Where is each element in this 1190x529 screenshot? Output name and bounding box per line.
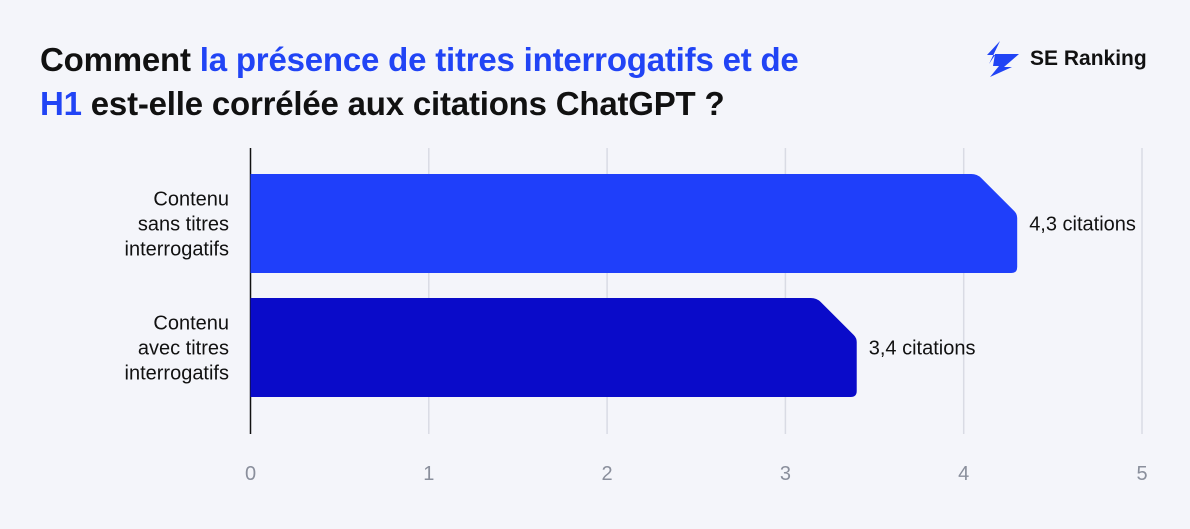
- category-label-line: Contenu: [153, 313, 229, 335]
- category-label-line: Contenu: [153, 189, 229, 211]
- title-part-4: est-elle corrélée aux citations ChatGPT …: [81, 85, 725, 122]
- brand-logo: SE Ranking: [986, 40, 1147, 78]
- category-label-line: avec titres: [138, 338, 229, 360]
- title-part-2: la présence de titres interrogatifs et d…: [199, 41, 799, 78]
- category-label-line: interrogatifs: [125, 363, 230, 385]
- se-ranking-bolt-icon: [987, 41, 1019, 77]
- category-label-line: sans titres: [138, 214, 229, 236]
- bar-value-label: 4,3 citations: [1029, 214, 1136, 236]
- chart-title: Comment la présence de titres interrogat…: [40, 38, 940, 126]
- bar: [250, 174, 1018, 273]
- bar: [250, 298, 857, 397]
- x-tick-label: 2: [602, 463, 613, 485]
- x-tick-label: 5: [1136, 463, 1147, 485]
- x-tick-labels: 0 1 2 3 4 5: [245, 463, 1148, 485]
- brand-name: SE Ranking: [1030, 47, 1147, 70]
- category-label: Contenu avec titres interrogatifs: [125, 313, 230, 385]
- category-label-line: interrogatifs: [125, 239, 230, 261]
- x-tick-label: 3: [780, 463, 791, 485]
- x-tick-label: 0: [245, 463, 256, 485]
- title-part-1: Comment: [40, 41, 200, 78]
- x-tick-label: 4: [958, 463, 969, 485]
- category-label: Contenu sans titres interrogatifs: [125, 189, 230, 261]
- bar-value-label: 3,4 citations: [869, 338, 976, 360]
- bars: 4,3 citations 3,4 citations: [250, 174, 1136, 397]
- title-part-3: H1: [40, 85, 82, 122]
- x-tick-label: 1: [423, 463, 434, 485]
- category-labels: Contenu sans titres interrogatifs Contenu av…: [125, 189, 230, 385]
